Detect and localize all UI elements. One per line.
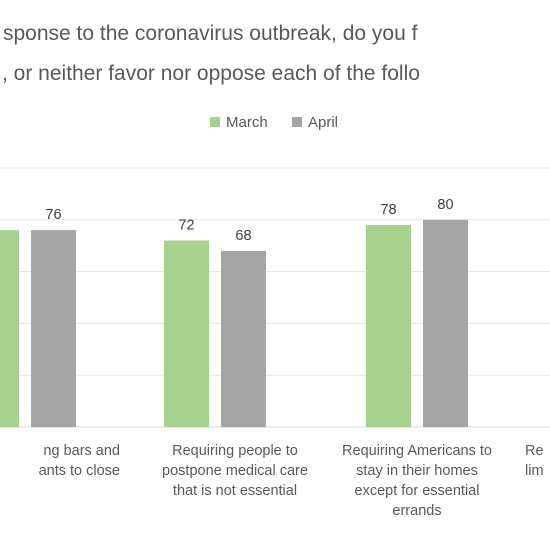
- category-label-0: ng bars and ants to close: [38, 443, 120, 479]
- data-label-march-2: 78: [380, 202, 396, 218]
- bar-april-0: [31, 230, 76, 427]
- category-label-2: Requiring Americans to stay in their home…: [342, 443, 492, 519]
- chart-title-line-1: sponse to the coronavirus outbreak, do y…: [3, 22, 418, 45]
- bar-march-0: [0, 230, 19, 427]
- legend-swatch-march: [210, 117, 220, 127]
- legend-swatch-april: [292, 117, 302, 127]
- legend-item-march: March: [210, 114, 268, 131]
- data-label-march-1: 72: [178, 218, 194, 234]
- bar-march-2: [366, 224, 411, 427]
- legend-label-march: March: [226, 114, 268, 131]
- data-label-april-0: 76: [45, 207, 61, 223]
- chart-title-line-2: , or neither favor nor oppose each of th…: [2, 62, 420, 85]
- bar-april-2: [423, 219, 468, 427]
- data-label-april-2: 80: [437, 197, 453, 213]
- legend-item-april: April: [292, 114, 338, 131]
- bar-april-1: [221, 250, 266, 427]
- category-label-1: Requiring people to postpone medical care…: [162, 443, 308, 499]
- category-label-3: Re lim: [525, 443, 544, 479]
- chart-title: sponse to the coronavirus outbreak, do y…: [0, 22, 550, 102]
- bar-march-1: [164, 240, 209, 427]
- legend-label-april: April: [308, 114, 339, 131]
- data-label-april-1: 68: [235, 228, 251, 244]
